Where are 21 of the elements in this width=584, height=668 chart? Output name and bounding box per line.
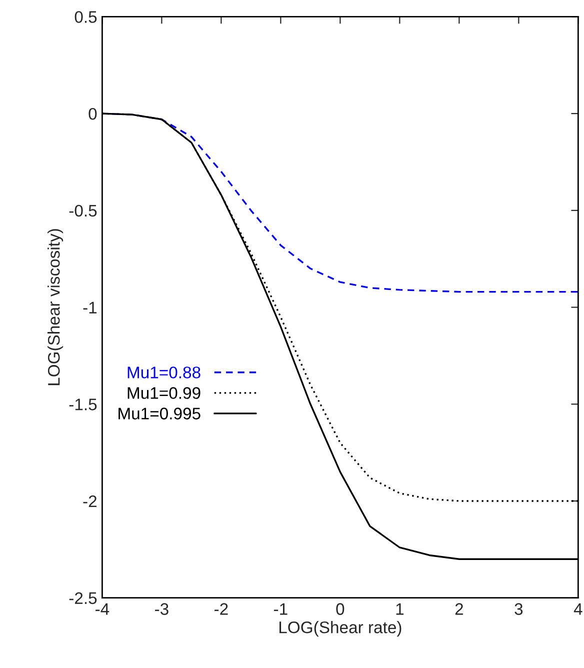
y-tick-label: -2 xyxy=(83,495,97,508)
y-axis-title: LOG(Shear viscosity) xyxy=(48,229,64,386)
x-tick-label: 1 xyxy=(396,603,404,615)
y-tick-label: 0.5 xyxy=(74,11,97,23)
legend-label: Mu1=0.995 xyxy=(118,408,200,420)
x-tick-label: -2 xyxy=(214,603,228,615)
legend-label: Mu1=0.88 xyxy=(128,366,200,378)
y-tick-label: -0.5 xyxy=(69,204,97,217)
y-tick-label: -1.5 xyxy=(69,398,97,410)
x-tick-label: 4 xyxy=(574,603,582,615)
x-tick-label: 0 xyxy=(336,603,344,615)
y-tick-label: -1 xyxy=(83,302,97,314)
y-tick-label: -2.5 xyxy=(69,592,97,604)
x-tick-label: 3 xyxy=(514,603,523,615)
legend-label: Mu1=0.99 xyxy=(128,387,200,399)
x-tick-label: -1 xyxy=(274,603,288,615)
y-tick-label: 0 xyxy=(88,108,97,120)
x-tick-label: -4 xyxy=(96,603,110,615)
x-tick-label: -3 xyxy=(155,603,168,615)
x-tick-label: 2 xyxy=(455,603,463,615)
x-axis-title: LOG(Shear rate) xyxy=(279,621,402,637)
